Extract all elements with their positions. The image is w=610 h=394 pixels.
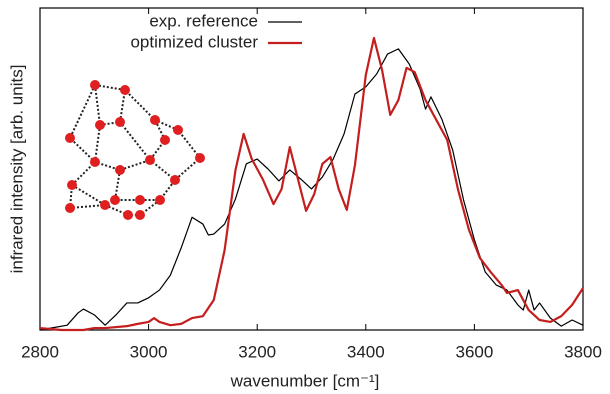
x-tick-label: 2800 [21,342,59,361]
x-tick-label: 3600 [455,342,493,361]
x-tick-label: 3400 [347,342,385,361]
x-axis-label: wavenumber [cm⁻¹] [230,371,380,390]
x-tick-label: 3000 [130,342,168,361]
series-line [40,38,583,330]
x-tick-label: 3200 [238,342,276,361]
cluster-inset [70,85,200,215]
x-tick-label: 3800 [564,342,602,361]
legend-label: exp. reference [149,11,258,30]
legend-label: optimized cluster [130,32,258,51]
chart: wavenumber [cm⁻¹] infrared intensity [ar… [0,0,610,394]
y-axis-label: infrared intensity [arb. units] [7,65,26,274]
